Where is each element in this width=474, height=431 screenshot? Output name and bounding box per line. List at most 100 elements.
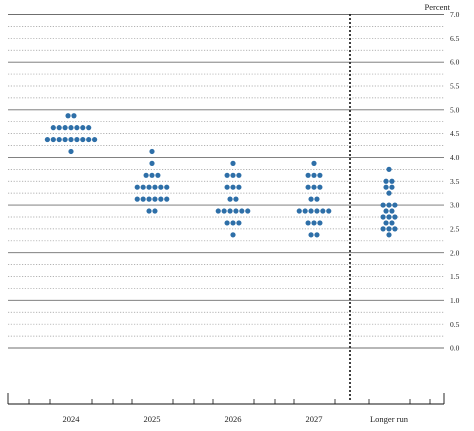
projection-dot xyxy=(386,232,392,238)
projection-dot xyxy=(308,208,314,214)
projection-dot xyxy=(383,220,389,226)
y-tick-label: 5.0 xyxy=(450,105,460,114)
projection-dot xyxy=(389,208,395,214)
projection-dot xyxy=(305,172,311,178)
projection-dot xyxy=(386,226,392,232)
projection-dot xyxy=(236,172,242,178)
projection-dot xyxy=(215,208,221,214)
y-tick-label: 2.0 xyxy=(450,248,460,257)
y-tick-label: 4.5 xyxy=(450,129,460,138)
projection-dot xyxy=(317,184,323,190)
projection-dot xyxy=(230,172,236,178)
projection-dot xyxy=(140,196,146,202)
projection-dot xyxy=(296,208,302,214)
projection-dot xyxy=(326,208,332,214)
projection-dot xyxy=(311,172,317,178)
projection-dot xyxy=(305,184,311,190)
y-tick-label: 3.5 xyxy=(450,177,460,186)
projection-dot xyxy=(152,196,158,202)
projection-dot xyxy=(386,190,392,196)
projection-dot xyxy=(392,226,398,232)
projection-dot xyxy=(311,220,317,226)
projection-dot xyxy=(155,172,161,178)
projection-dot xyxy=(314,208,320,214)
projection-dot xyxy=(50,125,56,131)
projection-dot xyxy=(62,125,68,131)
projection-dot xyxy=(44,136,51,143)
projection-dot xyxy=(86,136,92,143)
projection-dot xyxy=(380,202,386,208)
projection-dot xyxy=(74,136,80,143)
projection-dot xyxy=(149,148,155,155)
projection-dot xyxy=(380,214,386,220)
projection-dot xyxy=(65,113,71,119)
projection-dot xyxy=(233,208,239,214)
projection-dot xyxy=(86,125,92,131)
projection-dot xyxy=(62,136,68,143)
projection-dot xyxy=(146,208,152,214)
projection-dot xyxy=(224,220,230,226)
projection-dot xyxy=(239,208,245,214)
projection-dot xyxy=(311,184,317,190)
projection-dot xyxy=(152,208,158,214)
projection-dot xyxy=(68,148,74,155)
projection-dot xyxy=(386,202,392,208)
projection-dot xyxy=(71,113,77,119)
projection-dot xyxy=(314,196,320,202)
projection-dot xyxy=(383,208,389,214)
projection-dots xyxy=(44,113,398,238)
projection-dot xyxy=(80,136,86,143)
y-tick-label: 0.5 xyxy=(450,320,460,329)
projection-dot xyxy=(146,184,152,190)
projection-dot xyxy=(380,226,386,232)
projection-dot xyxy=(308,232,314,238)
y-tick-label: 6.0 xyxy=(450,58,460,67)
projection-dot xyxy=(149,160,155,166)
x-axis xyxy=(7,393,445,405)
projection-dot xyxy=(164,184,170,190)
y-tick-label: 7.0 xyxy=(450,10,460,19)
projection-dot xyxy=(230,160,236,166)
y-tick-label: 1.5 xyxy=(450,272,460,281)
projection-dot xyxy=(56,125,62,131)
y-tick-label: 3.0 xyxy=(450,201,460,210)
projection-dot xyxy=(224,172,230,178)
y-tick-label: 1.0 xyxy=(450,296,460,305)
projection-dot xyxy=(164,196,170,202)
y-tick-label: 6.5 xyxy=(450,34,460,43)
projection-dot xyxy=(314,232,320,238)
y-tick-label: 4.0 xyxy=(450,153,460,162)
projection-dot xyxy=(386,214,392,220)
projection-dot xyxy=(317,220,323,226)
projection-dot xyxy=(134,184,140,190)
x-category-label: 2024 xyxy=(63,414,81,424)
projection-dot xyxy=(221,208,227,214)
projection-dot xyxy=(389,220,395,226)
projection-dot xyxy=(227,196,233,202)
y-axis-tick-labels: 0.0 0.5 1.0 1.5 2.0 2.5 3.0 3.5 4.0 4.5 5.0 5.5 6.0 6… xyxy=(450,10,460,353)
projection-dot xyxy=(74,125,80,131)
projection-dot xyxy=(68,136,74,143)
projection-dot xyxy=(320,208,326,214)
projection-dot xyxy=(50,136,56,143)
projection-dot xyxy=(56,136,62,143)
projection-dot xyxy=(68,125,74,131)
x-category-label: 2027 xyxy=(306,414,323,424)
x-axis-category-labels: 2024 2025 2026 2027 Longer run xyxy=(63,414,409,424)
y-tick-label: 5.5 xyxy=(450,82,460,91)
y-axis-unit-label: Percent xyxy=(425,2,451,12)
projection-dot xyxy=(386,166,392,172)
gridlines xyxy=(8,14,444,349)
projection-dot xyxy=(383,178,389,184)
projection-dot xyxy=(143,172,149,178)
projection-dot xyxy=(236,184,242,190)
projection-dot xyxy=(230,232,236,238)
projection-dot xyxy=(224,184,230,190)
projection-dot xyxy=(140,184,146,190)
projection-dot xyxy=(230,220,236,226)
projection-dot xyxy=(311,160,317,166)
projection-dot xyxy=(152,184,158,190)
x-category-label: 2026 xyxy=(225,414,242,424)
projection-dot xyxy=(245,208,251,214)
projection-dot xyxy=(158,196,164,202)
